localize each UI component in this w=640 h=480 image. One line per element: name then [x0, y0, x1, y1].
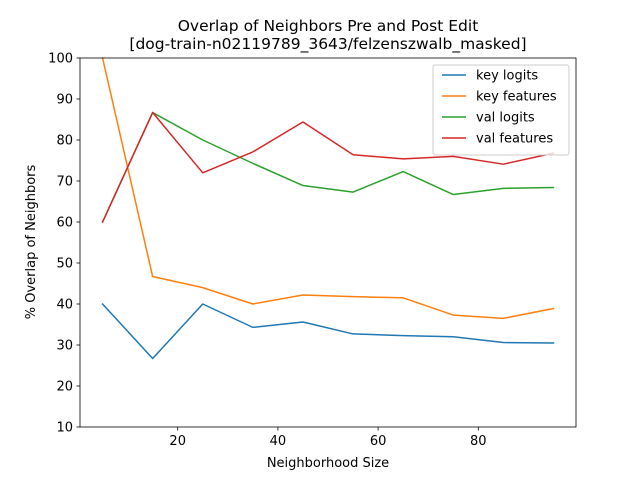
y-tick-label-9: 90 [56, 93, 73, 108]
y-tick-label-8: 80 [56, 134, 73, 149]
y-tick-label-10: 100 [48, 52, 73, 67]
series-line-3 [101, 111, 555, 223]
x-tick-label-2: 40 [270, 434, 287, 449]
y-tick-label-3: 30 [56, 339, 73, 354]
plot-area: 20 40 60 80 10 20 30 40 50 60 70 80 90 100 key logits k… [48, 52, 577, 449]
x-tick-label-1: 20 [169, 434, 186, 449]
x-tick-label-3: 60 [370, 434, 387, 449]
series-line-4 [101, 111, 555, 223]
y-tick-label-1: 10 [56, 421, 73, 436]
x-axis-label: Neighborhood Size [267, 456, 389, 471]
x-tick-label-4: 80 [470, 434, 487, 449]
y-tick-label-6: 60 [56, 216, 73, 231]
series-line-2 [101, 57, 555, 320]
axes-frame [79, 57, 577, 428]
legend-label-4: val features [476, 132, 553, 147]
y-tick-label-2: 20 [56, 380, 73, 395]
chart-title: Overlap of Neighbors Pre and Post Edit [178, 17, 479, 35]
chart-subtitle: [dog-train-n02119789_3643/felzenszwalb_m… [129, 35, 526, 54]
legend-label-1: key logits [476, 69, 538, 84]
y-tick-label-4: 40 [56, 298, 73, 313]
y-tick-label-5: 50 [56, 257, 73, 272]
y-tick-label-7: 70 [56, 175, 73, 190]
legend-box [432, 64, 570, 156]
series-line-1 [101, 302, 555, 360]
y-axis-label: % Overlap of Neighbors [24, 165, 39, 320]
legend-label-3: val logits [476, 111, 535, 126]
legend-label-2: key features [476, 90, 557, 105]
